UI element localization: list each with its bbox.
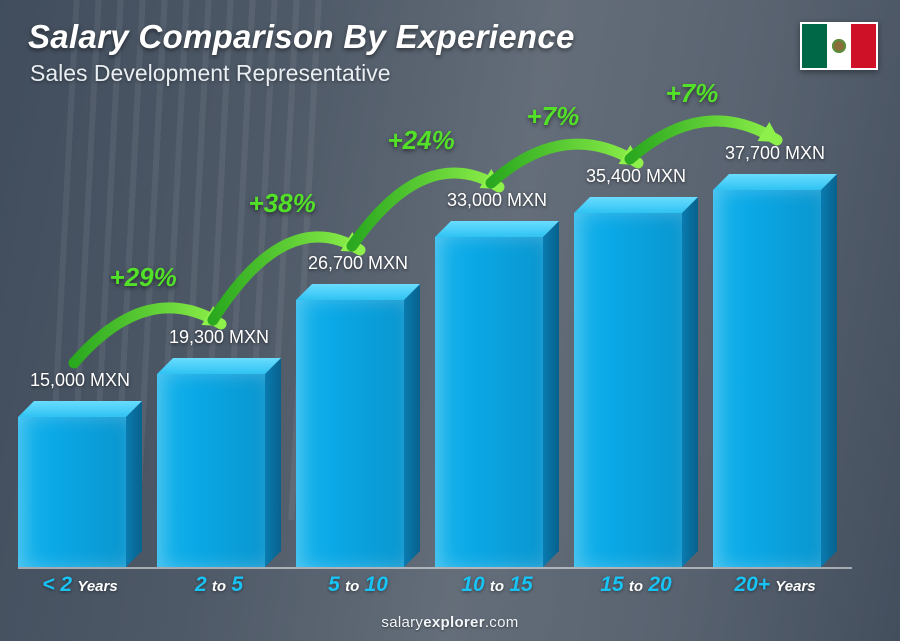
growth-arc xyxy=(213,237,360,320)
growth-arc xyxy=(352,173,499,246)
growth-percent: +7% xyxy=(666,78,719,109)
infographic-stage: Salary Comparison By Experience Sales De… xyxy=(0,0,900,641)
growth-percent: +29% xyxy=(110,262,177,293)
growth-arrows xyxy=(0,0,900,641)
growth-arc xyxy=(74,308,221,363)
growth-arc xyxy=(630,121,777,159)
growth-percent: +7% xyxy=(527,101,580,132)
growth-arc xyxy=(491,144,638,183)
growth-percent: +24% xyxy=(388,125,455,156)
growth-percent: +38% xyxy=(249,188,316,219)
